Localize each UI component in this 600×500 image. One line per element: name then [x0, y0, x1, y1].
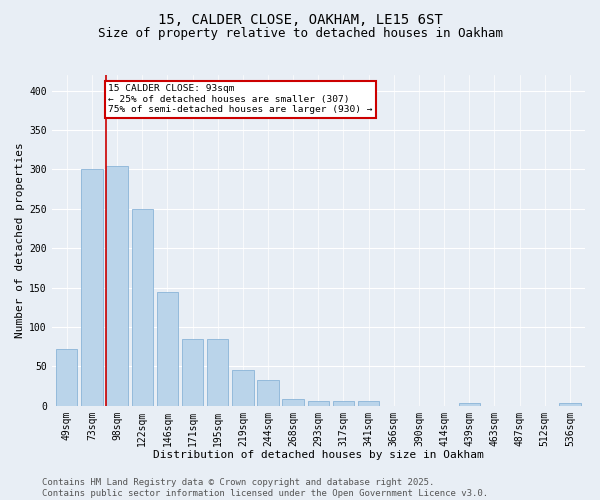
Bar	[257, 380, 279, 406]
Bar	[458, 404, 480, 406]
Y-axis label: Number of detached properties: Number of detached properties	[15, 142, 25, 338]
Text: 15 CALDER CLOSE: 93sqm
← 25% of detached houses are smaller (307)
75% of semi-de: 15 CALDER CLOSE: 93sqm ← 25% of detached…	[108, 84, 373, 114]
Bar	[283, 398, 304, 406]
Text: 15, CALDER CLOSE, OAKHAM, LE15 6ST: 15, CALDER CLOSE, OAKHAM, LE15 6ST	[158, 12, 442, 26]
Bar	[358, 401, 379, 406]
Bar	[308, 401, 329, 406]
Bar	[81, 170, 103, 406]
Bar	[207, 339, 229, 406]
Bar	[182, 339, 203, 406]
Bar	[131, 209, 153, 406]
Bar	[56, 349, 77, 406]
Text: Size of property relative to detached houses in Oakham: Size of property relative to detached ho…	[97, 28, 503, 40]
Bar	[157, 292, 178, 406]
X-axis label: Distribution of detached houses by size in Oakham: Distribution of detached houses by size …	[153, 450, 484, 460]
Bar	[232, 370, 254, 406]
Bar	[333, 401, 354, 406]
Bar	[106, 166, 128, 406]
Text: Contains HM Land Registry data © Crown copyright and database right 2025.
Contai: Contains HM Land Registry data © Crown c…	[42, 478, 488, 498]
Bar	[559, 404, 581, 406]
